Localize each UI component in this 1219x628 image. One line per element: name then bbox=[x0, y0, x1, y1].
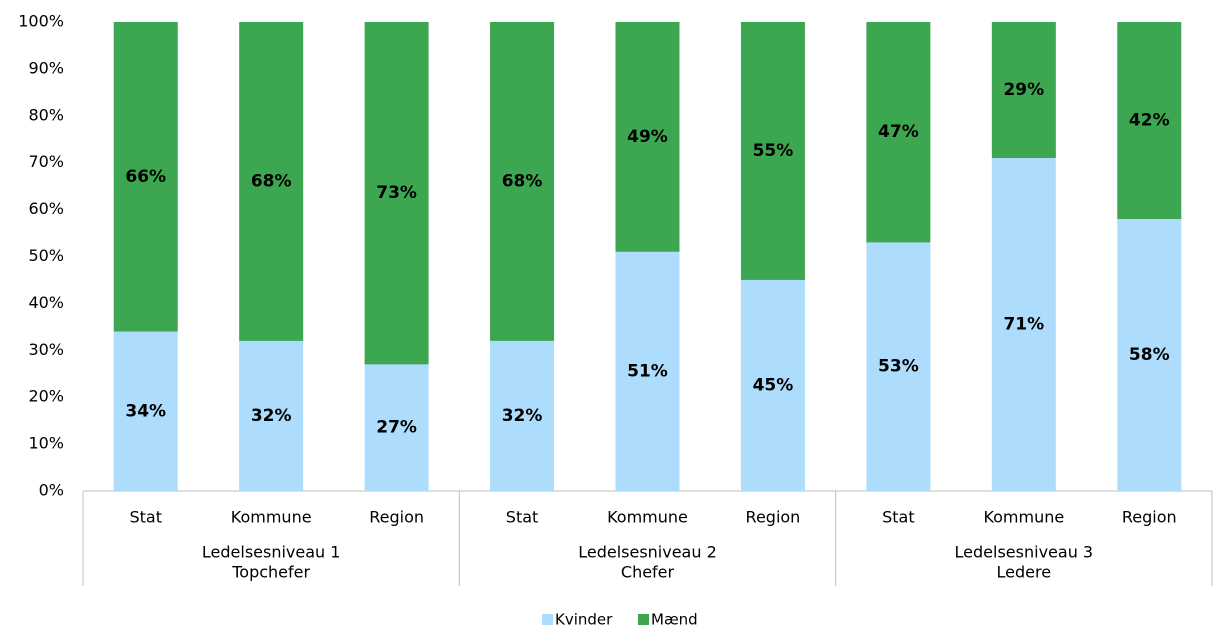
bar-segment bbox=[615, 22, 680, 252]
y-tick-label: 20% bbox=[28, 387, 64, 406]
group-label: Ledere bbox=[997, 563, 1052, 582]
value-label: 32% bbox=[251, 406, 292, 426]
x-tick-label: Kommune bbox=[231, 508, 312, 527]
value-label: 71% bbox=[1003, 315, 1044, 335]
x-tick-label: Region bbox=[369, 508, 424, 527]
bar-segment bbox=[991, 158, 1056, 491]
bar-segment bbox=[991, 22, 1056, 159]
bar-segment bbox=[490, 340, 555, 491]
value-label: 34% bbox=[125, 401, 166, 421]
value-label: 45% bbox=[753, 375, 794, 395]
x-tick-label: Kommune bbox=[983, 508, 1064, 527]
legend-label: Kvinder bbox=[555, 611, 613, 628]
y-tick-label: 30% bbox=[28, 340, 64, 359]
value-label: 73% bbox=[376, 183, 417, 203]
group-label: Chefer bbox=[621, 563, 675, 582]
y-tick-label: 50% bbox=[28, 246, 64, 265]
y-tick-label: 80% bbox=[28, 105, 64, 124]
bar-segment bbox=[740, 279, 805, 491]
value-label: 49% bbox=[627, 127, 668, 147]
value-label: 27% bbox=[376, 418, 417, 438]
value-label: 66% bbox=[125, 167, 166, 187]
value-label: 42% bbox=[1129, 110, 1170, 130]
y-tick-label: 70% bbox=[28, 152, 64, 171]
y-tick-label: 60% bbox=[28, 199, 64, 218]
bar-segment bbox=[364, 364, 429, 491]
x-tick-label: Stat bbox=[506, 508, 539, 527]
y-tick-label: 10% bbox=[28, 434, 64, 453]
group-label: Topchefer bbox=[231, 563, 310, 582]
bar-segment bbox=[113, 331, 178, 491]
value-label: 47% bbox=[878, 122, 919, 142]
group-label: Ledelsesniveau 1 bbox=[202, 543, 341, 562]
x-tick-label: Stat bbox=[882, 508, 915, 527]
value-label: 58% bbox=[1129, 345, 1170, 365]
bar-segment bbox=[364, 22, 429, 365]
value-label: 68% bbox=[502, 171, 543, 191]
bar-segment bbox=[239, 22, 304, 341]
bar-segment bbox=[113, 22, 178, 332]
bar-segment bbox=[490, 22, 555, 341]
bar-segment bbox=[615, 251, 680, 491]
y-tick-label: 100% bbox=[18, 12, 64, 31]
bar-segment bbox=[740, 22, 805, 280]
legend-swatch bbox=[638, 614, 649, 625]
y-tick-label: 0% bbox=[39, 481, 64, 500]
x-tick-label: Region bbox=[746, 508, 801, 527]
legend-swatch bbox=[542, 614, 553, 625]
value-label: 32% bbox=[502, 406, 543, 426]
bar-segment bbox=[1117, 22, 1182, 219]
group-label: Ledelsesniveau 2 bbox=[578, 543, 717, 562]
bar-segment bbox=[866, 22, 931, 243]
x-tick-label: Region bbox=[1122, 508, 1177, 527]
x-tick-label: Kommune bbox=[607, 508, 688, 527]
value-label: 68% bbox=[251, 171, 292, 191]
bar-segment bbox=[866, 242, 931, 491]
value-label: 55% bbox=[753, 141, 794, 161]
value-label: 53% bbox=[878, 357, 919, 377]
group-label: Ledelsesniveau 3 bbox=[955, 543, 1094, 562]
y-tick-label: 90% bbox=[28, 58, 64, 77]
x-tick-label: Stat bbox=[129, 508, 162, 527]
value-label: 51% bbox=[627, 361, 668, 381]
y-tick-label: 40% bbox=[28, 293, 64, 312]
legend-label: Mænd bbox=[651, 611, 698, 628]
bar-segment bbox=[1117, 218, 1182, 492]
bar-segment bbox=[239, 340, 304, 491]
value-label: 29% bbox=[1003, 80, 1044, 100]
